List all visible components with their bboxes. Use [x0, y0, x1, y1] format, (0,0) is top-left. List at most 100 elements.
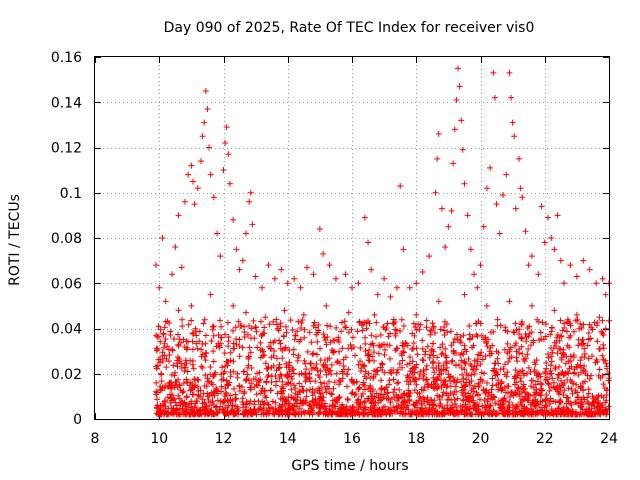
data-point	[166, 358, 173, 365]
data-point	[409, 365, 416, 372]
data-point	[473, 407, 480, 414]
data-point	[303, 393, 310, 400]
data-point	[251, 335, 258, 342]
data-point	[175, 342, 182, 349]
data-point	[311, 319, 318, 326]
data-point	[320, 250, 327, 257]
data-point	[577, 383, 584, 390]
data-point	[440, 362, 447, 369]
data-point	[552, 408, 559, 415]
data-point	[292, 385, 299, 392]
data-point	[354, 328, 361, 335]
data-point	[584, 342, 591, 349]
data-point	[492, 400, 499, 407]
data-point	[467, 393, 474, 400]
data-point	[477, 410, 484, 417]
data-point	[434, 385, 441, 392]
data-point	[413, 327, 420, 334]
data-point	[382, 346, 389, 353]
data-point	[353, 391, 360, 398]
data-point	[565, 358, 572, 365]
data-point	[177, 401, 184, 408]
data-point	[369, 411, 376, 418]
data-point	[232, 324, 239, 331]
data-point	[445, 371, 452, 378]
data-point	[183, 376, 190, 383]
data-point	[276, 364, 283, 371]
data-point	[323, 341, 330, 348]
data-point	[371, 311, 378, 318]
data-point	[218, 377, 225, 384]
data-point	[504, 328, 511, 335]
data-point	[193, 332, 200, 339]
data-point	[302, 360, 309, 367]
data-point	[309, 410, 316, 417]
data-point	[267, 346, 274, 353]
data-point	[153, 379, 160, 386]
data-point	[507, 344, 514, 351]
x-tick-label: 8	[91, 431, 100, 447]
data-point	[355, 396, 362, 403]
data-point	[328, 361, 335, 368]
data-point	[506, 298, 513, 305]
data-point	[487, 402, 494, 409]
data-point	[229, 327, 236, 334]
data-point	[520, 356, 527, 363]
data-point	[585, 411, 592, 418]
data-point	[376, 411, 383, 418]
data-point	[316, 390, 323, 397]
data-point	[314, 338, 321, 345]
data-point	[227, 397, 234, 404]
data-point	[267, 387, 274, 394]
data-point	[572, 387, 579, 394]
data-point	[292, 390, 299, 397]
data-point	[509, 119, 516, 126]
data-point	[274, 408, 281, 415]
data-point	[256, 379, 263, 386]
data-point	[159, 235, 166, 241]
data-point	[239, 344, 246, 351]
data-point	[208, 337, 215, 344]
data-point	[387, 399, 394, 406]
data-point	[585, 390, 592, 397]
data-point	[493, 348, 500, 355]
data-point	[542, 333, 549, 340]
data-point	[387, 293, 394, 300]
data-point	[516, 408, 523, 415]
data-point	[511, 375, 518, 382]
data-point	[363, 375, 370, 382]
data-point	[252, 273, 259, 280]
data-point	[468, 378, 475, 384]
data-point	[259, 385, 266, 392]
data-point	[260, 348, 267, 355]
data-point	[430, 374, 437, 381]
data-point	[511, 381, 518, 388]
data-point	[585, 400, 592, 407]
data-point	[588, 402, 595, 409]
data-point	[567, 332, 574, 339]
data-point	[225, 411, 232, 418]
data-point	[585, 336, 592, 343]
data-point	[494, 355, 501, 362]
data-point	[269, 409, 276, 416]
data-point	[317, 368, 324, 375]
data-point	[365, 350, 372, 357]
data-point	[430, 323, 437, 330]
data-point	[324, 322, 331, 329]
data-point	[530, 384, 537, 391]
data-point	[414, 351, 421, 358]
data-point	[381, 391, 388, 398]
data-point	[160, 402, 167, 409]
data-point	[383, 384, 390, 391]
data-point	[505, 358, 512, 365]
data-point	[189, 361, 196, 368]
data-point	[214, 230, 221, 237]
data-point	[522, 228, 529, 235]
data-point	[153, 404, 160, 411]
data-point	[417, 371, 424, 378]
data-point	[254, 370, 261, 377]
data-point	[268, 354, 275, 361]
data-point	[386, 377, 393, 384]
data-point	[330, 349, 337, 356]
y-tick-labels: 0 0.02 0.04 0.06 0.08 0.1 0.12 0.14 0.16	[51, 50, 82, 428]
